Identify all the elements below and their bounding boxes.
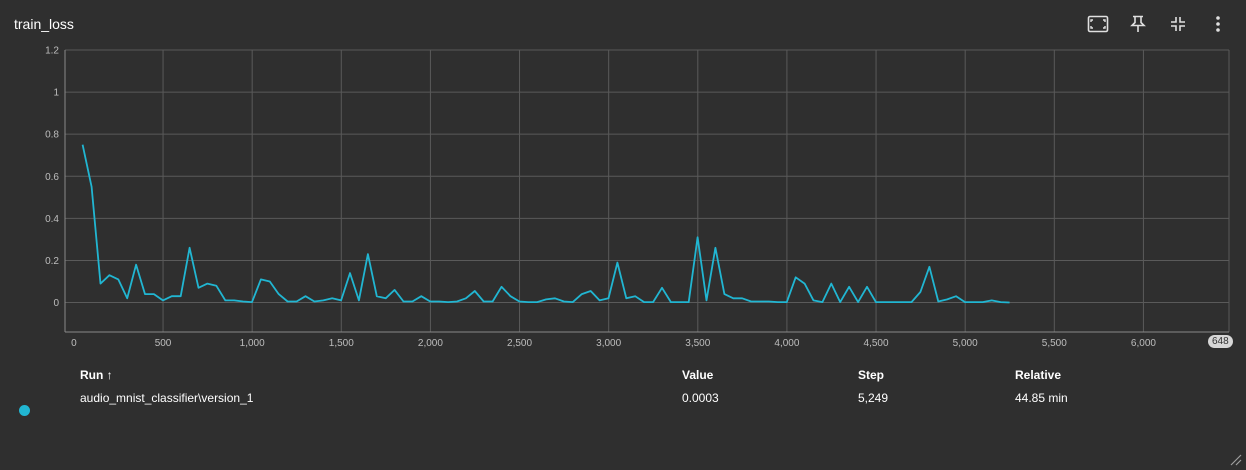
more-options-button[interactable] <box>1198 10 1238 38</box>
y-tick-label: 0.6 <box>45 172 59 183</box>
header-relative[interactable]: Relative <box>1015 368 1062 382</box>
x-tick-label: 5,000 <box>953 338 978 349</box>
x-tick-label: 1,000 <box>240 338 265 349</box>
row-relative: 44.85 min <box>1015 391 1068 405</box>
header-step[interactable]: Step <box>858 368 885 382</box>
x-tick-label: 3,500 <box>685 338 710 349</box>
x-tick-label: 5,500 <box>1042 338 1067 349</box>
y-tick-label: 0.8 <box>45 130 59 141</box>
card-title: train_loss <box>14 16 74 32</box>
x-tick-label: 3,000 <box>596 338 621 349</box>
header-value[interactable]: Value <box>682 368 714 382</box>
y-tick-label: 0.2 <box>45 256 59 267</box>
fit-domain-icon <box>1087 15 1109 33</box>
row-step: 5,249 <box>858 391 889 405</box>
y-tick-label: 0.4 <box>45 214 59 225</box>
row-value: 0.0003 <box>682 391 719 405</box>
line-chart[interactable]: 0 500 1,000 1,500 2,000 2,500 3,000 3,500 4,000 4… <box>0 40 1246 360</box>
row-run: audio_mnist_classifier\version_1 <box>80 391 254 405</box>
x-tick-label: 0 <box>71 338 77 349</box>
x-edge-label: 648 <box>1208 335 1233 348</box>
x-tick-label: 2,000 <box>418 338 443 349</box>
x-tick-label: 1,500 <box>329 338 354 349</box>
y-tick-label: 0 <box>53 298 59 309</box>
y-tick-label: 1 <box>53 88 59 99</box>
card-toolbar <box>1078 10 1238 38</box>
pin-button[interactable] <box>1118 10 1158 38</box>
resize-handle-icon[interactable] <box>1228 452 1242 466</box>
fit-domain-button[interactable] <box>1078 10 1118 38</box>
pin-icon <box>1130 15 1146 32</box>
x-tick-label: 6,000 <box>1131 338 1156 349</box>
header-run[interactable]: Run ↑ <box>80 368 113 382</box>
x-tick-label: 4,500 <box>864 338 889 349</box>
collapse-button[interactable] <box>1158 10 1198 38</box>
x-tick-label: 500 <box>155 338 172 349</box>
run-color-dot <box>19 405 30 416</box>
series-line[interactable] <box>81 144 1010 304</box>
x-tick-label: 4,000 <box>774 338 799 349</box>
collapse-icon <box>1171 17 1185 31</box>
more-vert-icon <box>1216 16 1220 32</box>
x-tick-label: 2,500 <box>507 338 532 349</box>
y-tick-label: 1.2 <box>45 46 59 57</box>
